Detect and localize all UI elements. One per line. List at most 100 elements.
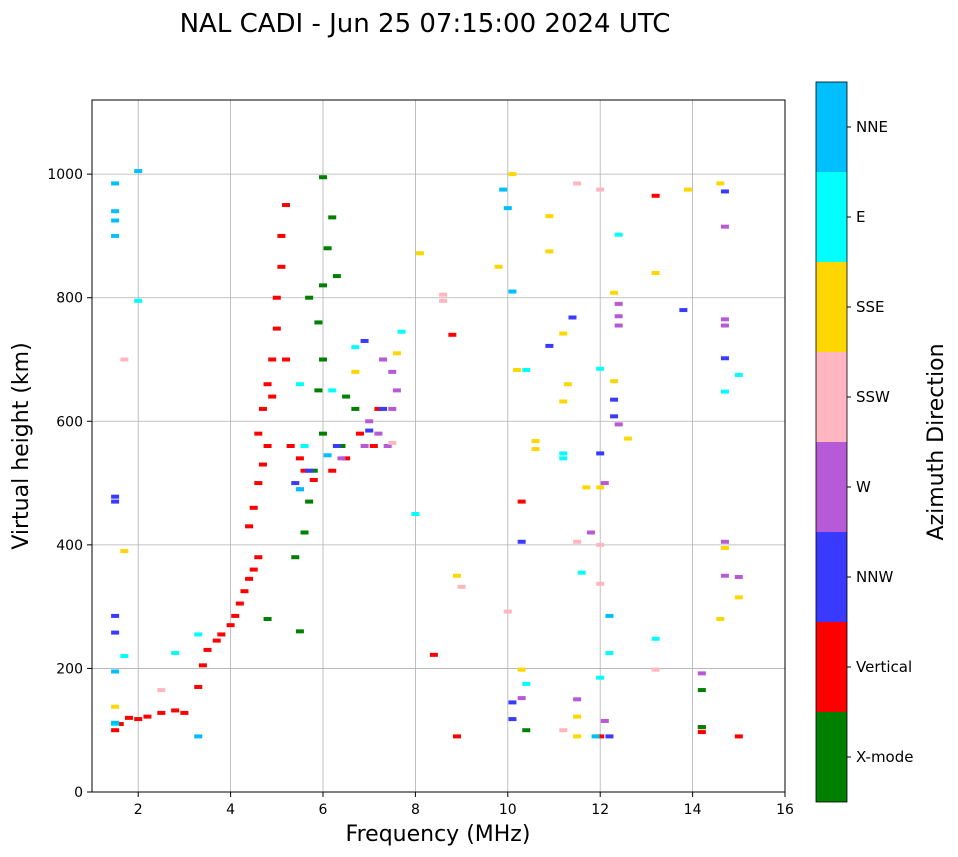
colorbar-title: Azimuth Direction: [924, 343, 949, 540]
data-point: [194, 684, 203, 689]
data-point: [277, 264, 286, 269]
data-point: [337, 444, 346, 448]
colorbar-segment: [816, 352, 847, 442]
data-point: [439, 298, 448, 303]
data-point: [111, 630, 120, 635]
colorbar-label: NNW: [856, 568, 893, 586]
data-point: [300, 468, 309, 473]
colorbar-segment: [816, 442, 847, 532]
data-point: [596, 675, 605, 680]
data-point: [254, 481, 263, 486]
data-point: [328, 215, 337, 220]
data-point: [295, 629, 304, 634]
data-point: [203, 647, 212, 652]
data-point: [240, 589, 249, 594]
data-point: [111, 613, 120, 618]
data-point: [448, 332, 457, 337]
data-point: [563, 382, 572, 387]
data-point: [720, 573, 729, 578]
data-point: [365, 428, 374, 433]
data-point: [734, 574, 743, 579]
data-point: [457, 584, 466, 589]
data-point: [697, 688, 706, 693]
colorbar-label: W: [856, 478, 871, 496]
data-point: [319, 283, 327, 288]
data-point: [559, 451, 568, 456]
data-point: [124, 715, 133, 720]
data-point: [342, 456, 351, 461]
data-point: [651, 636, 660, 641]
data-point: [194, 632, 203, 637]
data-point: [651, 667, 660, 672]
data-point: [582, 485, 591, 490]
data-point: [559, 728, 568, 733]
data-point: [720, 356, 729, 361]
data-point: [134, 298, 143, 303]
data-point: [249, 505, 258, 510]
series-nne: [111, 169, 614, 739]
data-point: [282, 203, 291, 208]
data-point: [369, 444, 378, 448]
data-point: [720, 323, 729, 328]
y-tick-label: 200: [56, 661, 83, 677]
data-point: [651, 271, 660, 275]
data-point: [573, 697, 582, 702]
colorbar-segment: [816, 622, 847, 712]
data-point: [309, 477, 318, 482]
data-point: [610, 397, 619, 402]
data-point: [720, 224, 729, 229]
data-point: [605, 650, 614, 655]
data-point: [171, 708, 180, 713]
colorbar-frame: [815, 81, 848, 803]
data-point: [508, 172, 517, 177]
colorbar: X-mode Vertical NNW W SSW SSE E NNE: [815, 81, 913, 803]
data-point: [365, 419, 374, 424]
series-w: [295, 224, 743, 723]
data-point: [157, 710, 166, 715]
data-point: [291, 481, 300, 486]
data-point: [217, 632, 226, 637]
data-point: [226, 623, 235, 628]
data-point: [249, 567, 258, 572]
data-point: [277, 233, 286, 238]
data-point: [614, 314, 623, 319]
data-point: [614, 301, 623, 306]
data-point: [720, 389, 729, 394]
x-tick-label: 2: [134, 802, 143, 818]
y-tick-label: 800: [56, 291, 83, 307]
data-point: [134, 717, 143, 722]
data-point: [319, 431, 327, 436]
data-point: [314, 320, 323, 325]
data-point: [245, 524, 254, 529]
data-point: [337, 456, 346, 461]
data-point: [697, 671, 706, 676]
data-point: [610, 414, 619, 419]
y-axis-ticks: 0 200 400 600 800 1000: [47, 167, 92, 801]
data-point: [143, 714, 152, 719]
data-point: [263, 617, 272, 621]
data-point: [379, 357, 388, 362]
data-point: [291, 555, 300, 560]
data-point: [120, 549, 129, 554]
data-point: [522, 368, 531, 373]
data-point: [111, 728, 120, 733]
data-point: [734, 734, 743, 739]
data-point: [559, 456, 568, 461]
data-point: [111, 494, 120, 499]
colorbar-segment: [816, 532, 847, 622]
data-point: [651, 193, 660, 198]
x-tick-label: 8: [411, 802, 420, 818]
data-point: [272, 326, 281, 331]
data-point: [111, 233, 120, 238]
x-tick-label: 12: [591, 802, 609, 818]
data-point: [586, 530, 595, 535]
y-tick-label: 1000: [47, 167, 83, 183]
data-point: [614, 232, 623, 237]
x-axis-label: Frequency (MHz): [346, 822, 531, 847]
data-point: [263, 444, 272, 448]
data-point: [309, 468, 318, 473]
data-point: [517, 667, 526, 672]
x-tick-label: 14: [684, 802, 702, 818]
data-point: [328, 468, 337, 473]
